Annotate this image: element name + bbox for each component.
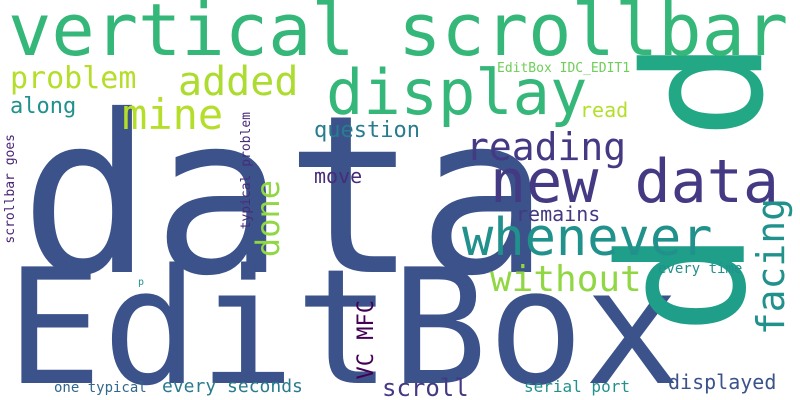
word-editbox: EditBox (6, 234, 681, 400)
word-question: question (314, 118, 420, 143)
word-every-time: every time (658, 261, 743, 277)
word-scroll: scroll (382, 374, 469, 400)
word-every-seconds: every seconds (162, 376, 303, 397)
word-editbox-idc-edit1: EditBox IDC_EDIT1 (497, 61, 631, 76)
word-whenever: whenever (462, 208, 713, 268)
word-serial-port: serial port (524, 377, 630, 396)
word-facing: facing (749, 198, 793, 336)
word-one-typical: one typical (54, 380, 147, 396)
word-done: done (249, 180, 287, 258)
word-p-lower-right: p (606, 230, 800, 336)
word-problem: problem (10, 61, 137, 96)
word-without: without (490, 259, 642, 300)
word-p-right: p (632, 40, 800, 140)
word-data: data (20, 68, 550, 324)
word-typical-problem: typical problem (239, 112, 254, 230)
word-mine: mine (122, 90, 224, 139)
word-along: along (10, 94, 77, 119)
word-move: move (314, 164, 363, 188)
word-displayed: displayed (668, 370, 777, 394)
word-vc-mfc: VC MFC (354, 300, 379, 380)
word-new-data: new data (490, 147, 779, 217)
word-p-small: p (138, 277, 145, 288)
word-reading: reading (466, 125, 627, 169)
word-added: added (178, 59, 299, 105)
word-read: read (580, 98, 629, 122)
word-display: display (326, 56, 588, 129)
word-remains: remains (516, 202, 601, 226)
word-vertical-scrollbar: vertical scrollbar (8, 0, 789, 72)
word-scrollbar-goes: scrollbar goes (3, 134, 18, 244)
